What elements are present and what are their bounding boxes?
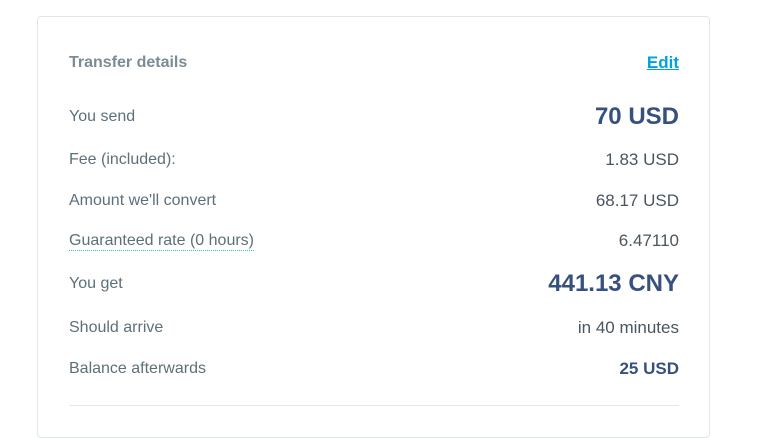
guaranteed-rate-tooltip[interactable]: Guaranteed rate (0 hours) — [69, 231, 254, 251]
edit-link[interactable]: Edit — [646, 53, 679, 72]
row-fee: Fee (included): 1.83 USD — [69, 150, 679, 170]
row-balance: Balance afterwards 25 USD — [69, 359, 679, 379]
header-row: Transfer details Edit — [69, 53, 679, 73]
row-you-get: You get 441.13 CNY — [69, 270, 679, 298]
label: Amount we'll convert — [69, 192, 217, 209]
receive-amount: 441.13 CNY — [548, 270, 679, 297]
rate-value: 6.47110 — [618, 231, 679, 250]
divider — [69, 405, 679, 406]
row-you-send: You send 70 USD — [69, 103, 679, 131]
fee-amount: 1.83 USD — [605, 150, 679, 169]
arrival-time: in 40 minutes — [577, 318, 679, 337]
label: You get — [69, 275, 123, 292]
row-rate: Guaranteed rate (0 hours) 6.47110 — [69, 231, 679, 251]
transfer-details-card: Transfer details Edit You send 70 USD Fe… — [37, 16, 710, 438]
label: Balance afterwards — [69, 360, 206, 377]
send-amount: 70 USD — [594, 103, 679, 130]
label: Fee (included): — [69, 151, 176, 168]
convert-amount: 68.17 USD — [595, 191, 679, 210]
section-title: Transfer details — [69, 54, 188, 71]
label: You send — [69, 108, 136, 125]
row-arrive: Should arrive in 40 minutes — [69, 318, 679, 338]
row-convert: Amount we'll convert 68.17 USD — [69, 191, 679, 211]
label: Should arrive — [69, 319, 164, 336]
balance-amount: 25 USD — [619, 359, 679, 378]
